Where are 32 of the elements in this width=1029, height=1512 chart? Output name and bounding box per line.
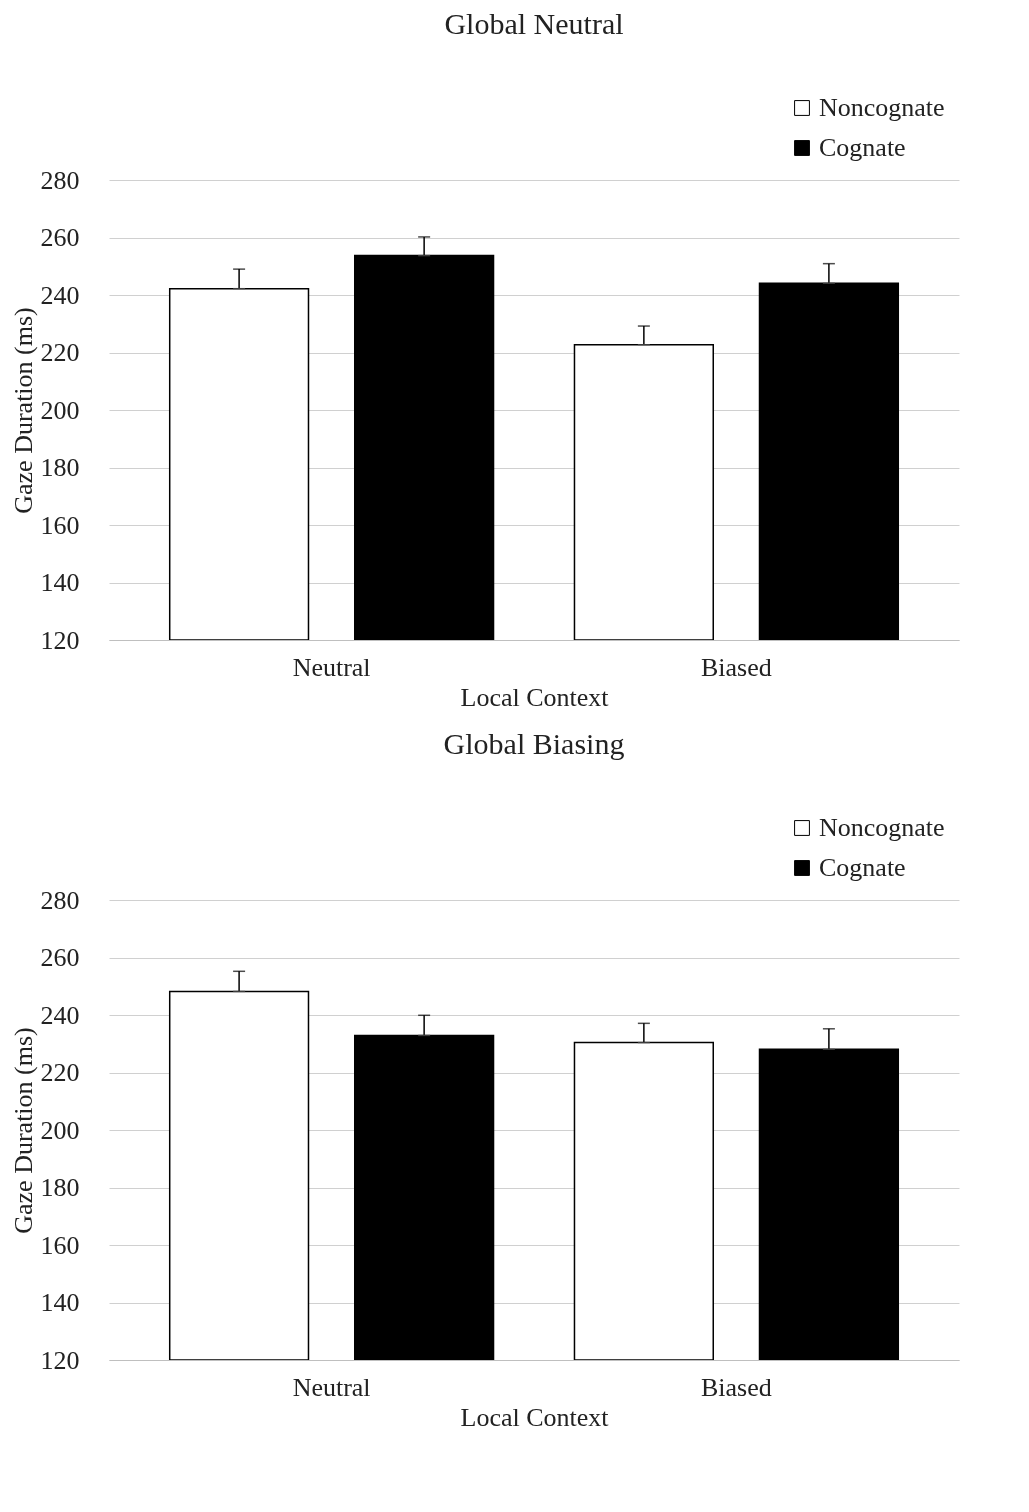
legend-label: Noncognate <box>819 813 945 842</box>
y-tick-label: 160 <box>40 1230 80 1260</box>
x-tick-label: Neutral <box>292 652 371 682</box>
y-tick-label: 160 <box>40 510 80 540</box>
chart-title: Global Biasing <box>443 727 625 760</box>
legend-label: Cognate <box>819 853 906 882</box>
y-tick-label: 220 <box>40 338 80 367</box>
y-tick-label: 120 <box>40 625 80 655</box>
legend-label: Cognate <box>819 133 906 162</box>
y-tick-label: 180 <box>40 453 80 482</box>
chart-title: Global Neutral <box>444 7 624 40</box>
y-tick-label: 240 <box>40 1000 80 1030</box>
y-tick-label: 140 <box>40 1288 80 1317</box>
y-tick-label: 120 <box>40 1345 80 1375</box>
y-axis-title: Gaze Duration (ms) <box>8 307 38 514</box>
y-tick-label: 280 <box>40 885 80 915</box>
y-tick-label: 260 <box>40 223 80 252</box>
x-tick-label: Neutral <box>292 1372 371 1402</box>
y-tick-label: 180 <box>40 1173 80 1202</box>
y-tick-label: 200 <box>40 395 80 425</box>
y-tick-label: 200 <box>40 1115 80 1145</box>
x-tick-label: Biased <box>701 652 772 682</box>
y-tick-label: 280 <box>40 165 80 195</box>
x-tick-label: Biased <box>701 1372 772 1402</box>
y-tick-label: 240 <box>40 280 80 310</box>
x-axis-title: Local Context <box>460 1402 610 1432</box>
x-axis-title: Local Context <box>460 682 610 712</box>
legend-label: Noncognate <box>819 93 945 122</box>
y-tick-label: 260 <box>40 943 80 972</box>
y-tick-label: 140 <box>40 568 80 597</box>
y-tick-label: 220 <box>40 1058 80 1087</box>
y-axis-title: Gaze Duration (ms) <box>8 1027 38 1234</box>
